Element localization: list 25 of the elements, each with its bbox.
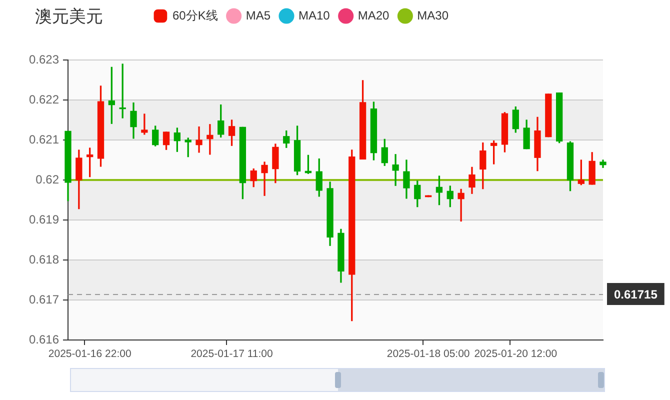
candlestick [392,154,399,186]
y-tick-label: 0.621 [28,132,60,146]
ref-line-label: 0.61715 [614,287,658,302]
x-tick-label: 2025-01-20 12:00 [474,348,558,360]
y-tick-label: 0.623 [28,52,60,66]
legend-label: MA5 [246,8,271,22]
y-tick-label: 0.616 [28,332,60,346]
candlestick [458,188,464,222]
legend-label: 60分K线 [172,8,218,22]
candlestick [141,114,148,135]
y-tick-label: 0.622 [28,92,60,106]
candlestick [206,124,214,155]
y-tick-label: 0.619 [28,212,60,226]
y-tick-label: 0.618 [28,252,60,266]
legend-label: MA30 [417,8,449,22]
legend-label: MA20 [358,8,390,22]
legend-label: MA10 [298,8,330,22]
x-tick-label: 2025-01-17 11:00 [190,348,273,360]
candlestick [261,162,268,196]
candlestick [196,126,202,153]
x-tick-label: 2025-01-18 05:00 [386,348,470,360]
y-tick-label: 0.617 [28,292,60,306]
y-tick-label: 0.62 [36,172,60,186]
chart-title: 澳元美元 [35,7,103,27]
x-tick-label: 2025-01-16 22:00 [48,348,132,360]
